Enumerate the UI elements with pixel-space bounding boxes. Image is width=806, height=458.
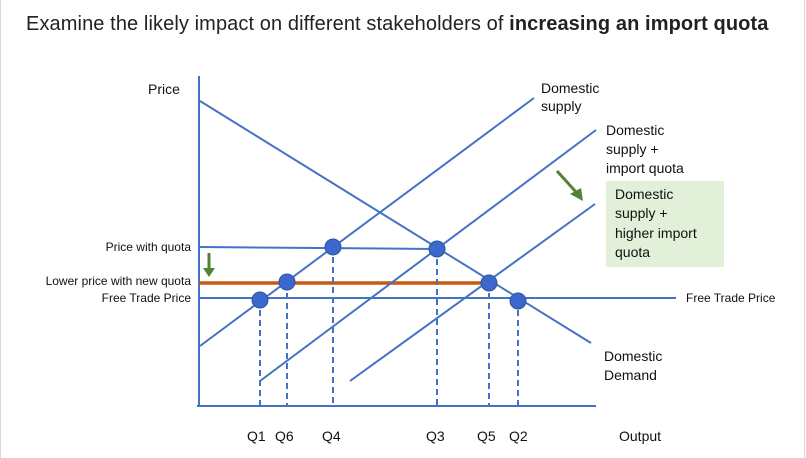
point-q3 <box>428 240 446 258</box>
quantity-label-q6: Q6 <box>275 428 294 444</box>
diagonal-arrow-icon <box>555 169 583 201</box>
title-bold: increasing an import quota <box>509 13 769 35</box>
domestic-supply-curve <box>199 97 535 347</box>
point-q2 <box>509 292 527 310</box>
price-with-quota-label: Price with quota <box>106 240 192 254</box>
higher-quota-label-line2: supply + <box>615 205 668 221</box>
point-q4 <box>324 238 342 256</box>
lower-price-label: Lower price with new quota <box>46 274 192 288</box>
domestic-supply-label-line2: supply <box>541 98 581 114</box>
down-arrow-icon <box>203 253 215 277</box>
supply-quota-label-line3: import quota <box>606 160 684 176</box>
quantity-label-q3: Q3 <box>426 428 445 444</box>
note-box <box>606 181 724 267</box>
y-axis-label: Price <box>148 81 180 97</box>
higher-quota-label-line4: quota <box>615 244 650 260</box>
higher-quota-label-line3: higher import <box>615 225 697 241</box>
domestic-demand-label-line1: Domestic <box>604 348 662 364</box>
quantity-label-q2: Q2 <box>509 428 528 444</box>
left-edge-line <box>0 0 1 458</box>
higher-quota-label-line1: Domestic <box>615 186 673 202</box>
free-trade-price-label-right: Free Trade Price <box>686 291 776 305</box>
title-prefix: Examine the likely impact on different s… <box>26 13 510 35</box>
domestic-demand-label-line2: Demand <box>604 367 657 383</box>
free-trade-price-label-left: Free Trade Price <box>102 291 192 305</box>
supply-plus-higher-quota-curve <box>349 203 596 382</box>
point-q1 <box>251 291 269 309</box>
point-q5 <box>480 274 498 292</box>
supply-plus-quota-curve <box>259 129 597 382</box>
domestic-supply-label-line1: Domestic <box>541 80 599 96</box>
supply-quota-label-line2: supply + <box>606 141 659 157</box>
quota-price-line <box>198 246 438 250</box>
x-axis-label: Output <box>619 428 661 444</box>
quantity-label-q4: Q4 <box>322 428 341 444</box>
right-edge-line <box>804 0 805 458</box>
supply-quota-label-line1: Domestic <box>606 122 664 138</box>
slide-title: Examine the likely impact on different s… <box>26 13 768 36</box>
point-q6 <box>278 273 296 291</box>
quantity-label-q5: Q5 <box>477 428 496 444</box>
quantity-label-q1: Q1 <box>247 428 266 444</box>
